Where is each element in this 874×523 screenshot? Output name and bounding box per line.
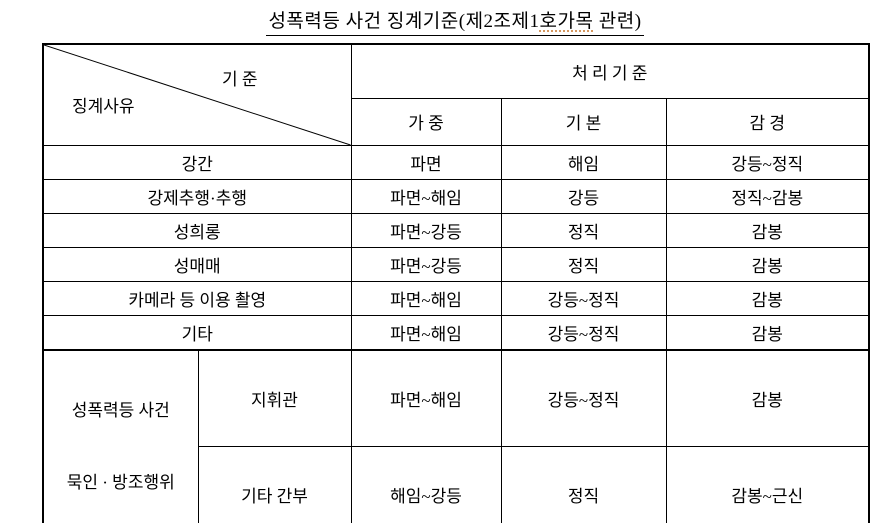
page-title: 성폭력등 사건 징계기준(제2조제1호가목 관련) (266, 6, 644, 36)
table-row: 강간 파면 해임 강등~정직 (42, 145, 870, 180)
sub-row-label: 기타 간부 (197, 445, 352, 523)
cell-mitigated: 감봉 (665, 213, 870, 248)
corner-label-standard: 기 준 (222, 70, 258, 89)
cell-aggravated: 파면~해임 (350, 179, 502, 214)
cell-basic: 해임 (500, 145, 667, 180)
corner-label-reason: 징계사유 (72, 97, 135, 116)
sub-row-label: 지휘관 (197, 348, 352, 447)
cell-aggravated: 해임~강등 (350, 445, 502, 523)
table-row: 성희롱 파면~강등 정직 감봉 (42, 213, 870, 248)
cell-aggravated: 파면 (350, 145, 502, 180)
column-header-aggravated: 가 중 (350, 97, 502, 147)
table-row: 기타 파면~해임 강등~정직 감봉 (42, 315, 870, 350)
row-label: 강제추행·추행 (42, 179, 352, 214)
cell-basic: 강등~정직 (500, 281, 667, 316)
group-label-line1: 성폭력등 사건 (71, 400, 170, 420)
header-processing-standard: 처 리 기 준 (350, 43, 870, 99)
row-label: 성매매 (42, 247, 352, 282)
row-label: 기타 (42, 315, 352, 350)
row-label: 강간 (42, 145, 352, 180)
table-row: 카메라 등 이용 촬영 파면~해임 강등~정직 감봉 (42, 281, 870, 316)
row-label: 성희롱 (42, 213, 352, 248)
cell-aggravated: 파면~강등 (350, 247, 502, 282)
group-label-line2: 묵인 · 방조행위 (66, 472, 175, 492)
cell-mitigated: 감봉 (665, 348, 870, 447)
cell-basic: 정직 (500, 247, 667, 282)
cell-mitigated: 감봉 (665, 281, 870, 316)
cell-aggravated: 파면~해임 (350, 281, 502, 316)
cell-mitigated: 정직~감봉 (665, 179, 870, 214)
page-title-post: 관련) (593, 11, 642, 32)
cell-aggravated: 파면~해임 (350, 348, 502, 447)
cell-mitigated: 감봉~근신 (665, 445, 870, 523)
cell-basic: 정직 (500, 213, 667, 248)
page-title-pre: 성폭력등 사건 징계기준(제2조제1 (268, 11, 540, 32)
cell-mitigated: 강등~정직 (665, 145, 870, 180)
discipline-standards-table: 기 준 징계사유 처 리 기 준 가 중 기 본 감 경 강간 파면 해임 강등… (42, 43, 871, 523)
row-label: 카메라 등 이용 촬영 (42, 281, 352, 316)
column-header-basic: 기 본 (500, 97, 667, 147)
table-row: 성매매 파면~강등 정직 감봉 (42, 247, 870, 282)
cell-basic: 강등~정직 (500, 315, 667, 350)
cell-basic: 강등~정직 (500, 348, 667, 447)
group-row-label: 성폭력등 사건 묵인 · 방조행위 (42, 348, 199, 523)
table-row: 성폭력등 사건 묵인 · 방조행위 지휘관 파면~해임 강등~정직 감봉 (42, 348, 870, 523)
cell-basic: 정직 (500, 445, 667, 523)
column-header-mitigated: 감 경 (665, 97, 870, 147)
cell-mitigated: 감봉 (665, 247, 870, 282)
cell-aggravated: 파면~해임 (350, 315, 502, 350)
page-title-spellcheck-mark: 호가목 (539, 11, 594, 32)
title-row: 성폭력등 사건 징계기준(제2조제1호가목 관련) (42, 0, 868, 36)
cell-mitigated: 감봉 (665, 315, 870, 350)
cell-aggravated: 파면~강등 (350, 213, 502, 248)
corner-header-cell: 기 준 징계사유 (42, 43, 352, 146)
table-row: 강제추행·추행 파면~해임 강등 정직~감봉 (42, 179, 870, 214)
diagonal-divider-line (44, 45, 351, 145)
cell-basic: 강등 (500, 179, 667, 214)
table-row: 기타 간부 해임~강등 정직 감봉~근신 (43, 445, 870, 523)
